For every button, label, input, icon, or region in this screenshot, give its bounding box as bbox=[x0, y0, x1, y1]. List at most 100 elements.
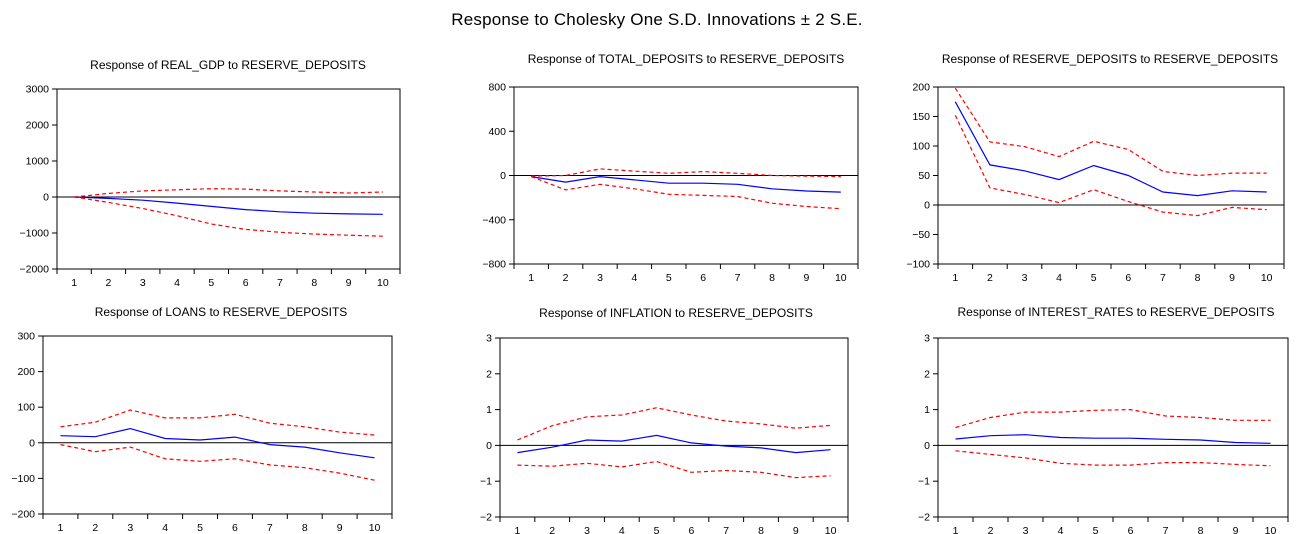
upper-band-line bbox=[74, 188, 383, 198]
irf-panel-5: Response of INFLATION to RESERVE_DEPOSIT… bbox=[480, 306, 849, 534]
upper-band-line bbox=[531, 168, 841, 178]
y-tick-label: −1000 bbox=[20, 228, 50, 240]
x-tick-label: 9 bbox=[1233, 525, 1239, 534]
x-tick-label: 3 bbox=[1022, 272, 1028, 284]
x-tick-label: 2 bbox=[563, 272, 569, 284]
x-tick-label: 10 bbox=[377, 277, 389, 289]
x-tick-label: 6 bbox=[700, 272, 706, 284]
x-tick-label: 4 bbox=[1058, 525, 1064, 534]
plot-frame bbox=[42, 335, 393, 515]
response-line bbox=[954, 101, 1267, 197]
plot-frame bbox=[499, 337, 849, 518]
lower-band-line bbox=[74, 196, 383, 237]
x-tick-label: 9 bbox=[346, 277, 352, 289]
x-tick-label: 6 bbox=[1125, 272, 1131, 284]
x-tick-label: 6 bbox=[1128, 525, 1134, 534]
y-tick-label: 0 bbox=[29, 437, 35, 449]
y-tick-label: −100 bbox=[906, 259, 930, 271]
x-tick-label: 8 bbox=[311, 277, 317, 289]
x-tick-label: 8 bbox=[758, 525, 764, 534]
x-tick-label: 7 bbox=[1160, 272, 1166, 284]
x-tick-label: 4 bbox=[1056, 272, 1062, 284]
x-tick-label: 10 bbox=[825, 525, 837, 534]
x-tick-label: 2 bbox=[106, 277, 112, 289]
x-tick-label: 5 bbox=[208, 277, 214, 289]
x-tick-label: 4 bbox=[162, 522, 168, 534]
upper-band-line bbox=[954, 87, 1267, 177]
y-tick-label: 1 bbox=[486, 404, 492, 416]
x-tick-label: 3 bbox=[1023, 525, 1029, 534]
y-tick-label: 3000 bbox=[26, 84, 50, 96]
lower-band-line bbox=[954, 115, 1267, 217]
response-line bbox=[60, 427, 375, 459]
x-tick-label: 7 bbox=[267, 522, 273, 534]
y-tick-label: −2 bbox=[918, 512, 930, 524]
y-tick-label: 1000 bbox=[26, 156, 50, 168]
x-tick-label: 5 bbox=[1091, 272, 1097, 284]
x-tick-label: 7 bbox=[277, 277, 283, 289]
x-tick-label: 2 bbox=[549, 525, 555, 534]
y-tick-label: 0 bbox=[924, 440, 930, 452]
y-tick-label: 150 bbox=[912, 111, 930, 123]
y-tick-label: −400 bbox=[482, 214, 506, 226]
x-tick-label: 4 bbox=[631, 272, 637, 284]
x-tick-label: 5 bbox=[1093, 525, 1099, 534]
irf-panel-6: Response of INTEREST_RATES to RESERVE_DE… bbox=[918, 305, 1289, 534]
response-line bbox=[531, 175, 841, 193]
x-tick-label: 10 bbox=[1261, 272, 1273, 284]
x-tick-label: 9 bbox=[803, 272, 809, 284]
y-tick-label: 800 bbox=[488, 82, 506, 94]
x-tick-label: 2 bbox=[987, 272, 993, 284]
response-line bbox=[74, 196, 383, 215]
y-tick-label: −50 bbox=[912, 229, 930, 241]
x-tick-label: 9 bbox=[337, 522, 343, 534]
x-tick-label: 5 bbox=[197, 522, 203, 534]
figure-title: Response to Cholesky One S.D. Innovation… bbox=[451, 10, 863, 29]
lower-band-line bbox=[530, 176, 841, 210]
irf-panel-1: Response of REAL_GDP to RESERVE_DEPOSITS… bbox=[20, 58, 401, 289]
x-tick-label: 6 bbox=[232, 522, 238, 534]
y-tick-label: −800 bbox=[482, 259, 506, 271]
x-tick-label: 8 bbox=[769, 272, 775, 284]
x-tick-label: 2 bbox=[92, 522, 98, 534]
y-tick-label: 1 bbox=[924, 404, 930, 416]
panel-title: Response of INTEREST_RATES to RESERVE_DE… bbox=[957, 305, 1274, 319]
y-tick-label: −2000 bbox=[20, 264, 50, 276]
plot-frame bbox=[937, 337, 1289, 518]
x-tick-label: 10 bbox=[1265, 525, 1277, 534]
upper-band-line bbox=[60, 409, 375, 436]
x-tick-label: 3 bbox=[597, 272, 603, 284]
y-tick-label: 300 bbox=[17, 331, 35, 343]
y-tick-label: 100 bbox=[912, 141, 930, 153]
y-tick-label: 0 bbox=[924, 200, 930, 212]
y-tick-label: 3 bbox=[486, 333, 492, 345]
panel-title: Response of INFLATION to RESERVE_DEPOSIT… bbox=[539, 306, 813, 320]
y-tick-label: 2000 bbox=[26, 120, 50, 132]
x-tick-label: 6 bbox=[688, 525, 694, 534]
y-tick-label: 0 bbox=[500, 170, 506, 182]
x-tick-label: 7 bbox=[735, 272, 741, 284]
response-line bbox=[517, 434, 831, 454]
x-tick-label: 1 bbox=[528, 272, 534, 284]
y-tick-label: 200 bbox=[17, 366, 35, 378]
y-tick-label: −1 bbox=[480, 476, 492, 488]
x-tick-label: 1 bbox=[952, 272, 958, 284]
x-tick-label: 6 bbox=[243, 277, 249, 289]
y-tick-label: −2 bbox=[480, 512, 492, 524]
x-tick-label: 9 bbox=[793, 525, 799, 534]
y-tick-label: −100 bbox=[11, 473, 35, 485]
x-tick-label: 3 bbox=[127, 522, 133, 534]
x-tick-label: 1 bbox=[953, 525, 959, 534]
x-tick-label: 8 bbox=[1195, 272, 1201, 284]
irf-panel-2: Response of TOTAL_DEPOSITS to RESERVE_DE… bbox=[482, 52, 859, 284]
x-tick-label: 4 bbox=[174, 277, 180, 289]
y-tick-label: 3 bbox=[924, 333, 930, 345]
response-line bbox=[955, 434, 1271, 444]
x-tick-label: 10 bbox=[835, 272, 847, 284]
x-tick-label: 7 bbox=[723, 525, 729, 534]
x-tick-label: 3 bbox=[140, 277, 146, 289]
y-tick-label: −1 bbox=[918, 476, 930, 488]
panel-title: Response of REAL_GDP to RESERVE_DEPOSITS bbox=[90, 58, 366, 72]
plot-frame bbox=[56, 88, 401, 270]
